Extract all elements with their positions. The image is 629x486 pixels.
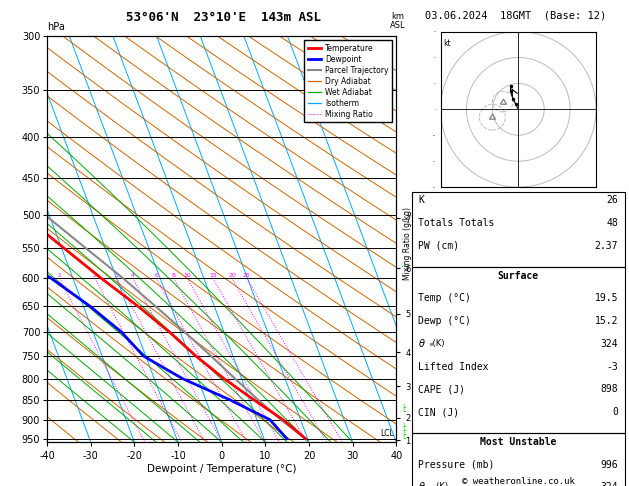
Text: Mixing Ratio (g/kg): Mixing Ratio (g/kg) xyxy=(403,207,412,279)
Text: Totals Totals: Totals Totals xyxy=(418,218,495,228)
Legend: Temperature, Dewpoint, Parcel Trajectory, Dry Adiabat, Wet Adiabat, Isotherm, Mi: Temperature, Dewpoint, Parcel Trajectory… xyxy=(304,40,392,122)
Text: 0: 0 xyxy=(613,407,618,417)
Text: km
ASL: km ASL xyxy=(391,12,406,30)
Text: 324: 324 xyxy=(601,483,618,486)
Text: 8: 8 xyxy=(172,273,175,278)
Bar xyxy=(412,192,625,267)
Text: hPa: hPa xyxy=(47,21,65,32)
Text: 19.5: 19.5 xyxy=(594,294,618,303)
Text: -3: -3 xyxy=(606,362,618,372)
Text: Pressure (mb): Pressure (mb) xyxy=(418,460,495,469)
Text: kt: kt xyxy=(443,39,451,49)
Text: 4: 4 xyxy=(131,273,135,278)
Text: CAPE (J): CAPE (J) xyxy=(418,384,465,395)
Text: 48: 48 xyxy=(606,218,618,228)
Text: 20: 20 xyxy=(228,273,236,278)
Text: Lifted Index: Lifted Index xyxy=(418,362,489,372)
Text: 2: 2 xyxy=(93,273,97,278)
Text: └: └ xyxy=(401,435,405,442)
Text: K: K xyxy=(418,195,424,206)
Text: └: └ xyxy=(401,424,405,431)
Text: 996: 996 xyxy=(601,460,618,469)
Text: 15: 15 xyxy=(209,273,217,278)
Text: 53°06'N  23°10'E  143m ASL: 53°06'N 23°10'E 143m ASL xyxy=(126,11,321,24)
Text: Temp (°C): Temp (°C) xyxy=(418,294,471,303)
Text: Dewp (°C): Dewp (°C) xyxy=(418,316,471,326)
Text: LCL: LCL xyxy=(381,429,394,437)
Text: 2.37: 2.37 xyxy=(594,241,618,251)
Text: └: └ xyxy=(401,432,405,438)
Text: ₑ(K): ₑ(K) xyxy=(430,339,445,348)
Text: └: └ xyxy=(401,409,405,415)
Text: ₑ (K): ₑ (K) xyxy=(430,483,448,486)
Text: └: └ xyxy=(401,428,405,434)
Text: 03.06.2024  18GMT  (Base: 12): 03.06.2024 18GMT (Base: 12) xyxy=(425,11,606,21)
Text: PW (cm): PW (cm) xyxy=(418,241,460,251)
Bar xyxy=(412,434,625,486)
Text: └: └ xyxy=(401,263,405,269)
Text: © weatheronline.co.uk: © weatheronline.co.uk xyxy=(462,476,575,486)
Text: CIN (J): CIN (J) xyxy=(418,407,460,417)
Text: Surface: Surface xyxy=(498,271,539,281)
Text: θ: θ xyxy=(418,483,425,486)
Text: 324: 324 xyxy=(601,339,618,349)
X-axis label: Dewpoint / Temperature (°C): Dewpoint / Temperature (°C) xyxy=(147,464,296,474)
Text: 1: 1 xyxy=(58,273,62,278)
Text: 15.2: 15.2 xyxy=(594,316,618,326)
Text: 6: 6 xyxy=(154,273,159,278)
Bar xyxy=(412,267,625,434)
Text: └: └ xyxy=(401,405,405,411)
Text: θ: θ xyxy=(418,339,425,349)
Text: 25: 25 xyxy=(243,273,251,278)
Text: 898: 898 xyxy=(601,384,618,395)
Text: 3: 3 xyxy=(115,273,119,278)
Text: Most Unstable: Most Unstable xyxy=(480,437,557,447)
Text: 10: 10 xyxy=(184,273,191,278)
Text: 26: 26 xyxy=(606,195,618,206)
